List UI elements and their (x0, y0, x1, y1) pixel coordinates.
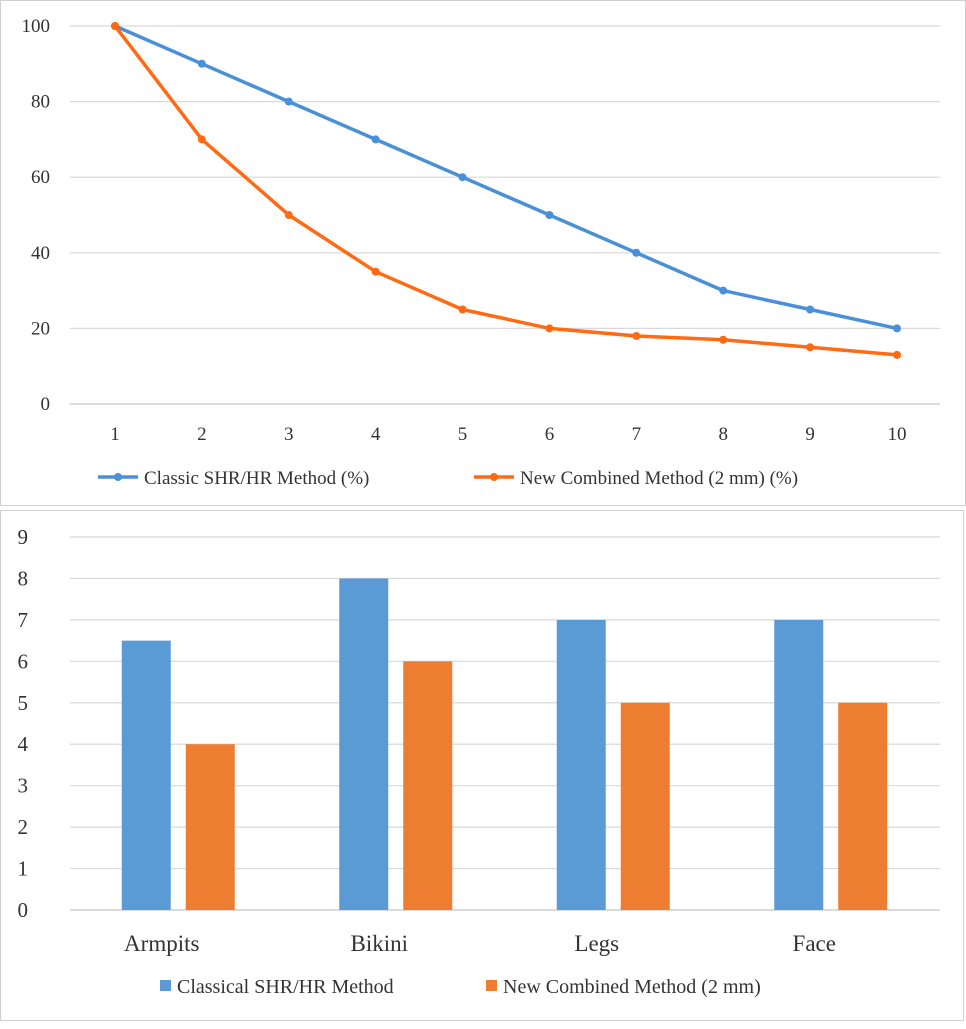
bar-chart: 0 1 2 3 4 5 6 7 8 9 Armpits Bikini Legs Face Classical… (18, 525, 940, 998)
data-point (458, 173, 467, 182)
line-chart: 0 20 40 60 80 100 1 2 3 4 5 6 7 8 9 10 Classic SHR/HR Me… (22, 16, 940, 489)
data-point (371, 267, 380, 276)
legend-marker (490, 473, 498, 481)
data-point (545, 211, 554, 219)
data-point (719, 286, 728, 295)
y-tick-label: 4 (18, 732, 29, 756)
y-tick-label: 100 (22, 16, 51, 37)
data-point (632, 331, 641, 340)
y-tick-label: 2 (18, 815, 29, 839)
data-point (197, 59, 206, 68)
y-tick-label: 0 (41, 394, 51, 415)
legend-marker (114, 473, 122, 481)
x-tick-label: 5 (458, 424, 468, 445)
legend-swatch (160, 980, 171, 991)
y-tick-label: 20 (31, 318, 50, 339)
x-tick-label: 1 (110, 424, 120, 445)
bar-bikini-0 (339, 578, 389, 910)
data-point (284, 211, 293, 219)
bar-armpits-0 (121, 640, 171, 910)
y-tick-label: 0 (18, 898, 29, 922)
x-tick-label: 4 (371, 424, 381, 445)
x-tick-label: Face (793, 931, 836, 956)
bar-legs-0 (556, 619, 606, 910)
bar-legs-1 (620, 702, 670, 910)
data-point (893, 350, 901, 359)
bar-armpits-1 (185, 744, 235, 910)
data-point (197, 135, 206, 144)
x-tick-label: 9 (805, 424, 815, 445)
legend-swatch (486, 980, 497, 991)
y-tick-label: 1 (18, 857, 29, 881)
series-line-0 (114, 24, 898, 331)
legend-label: New Combined Method (2 mm) (503, 976, 761, 998)
data-point (545, 324, 554, 333)
bar-face-0 (774, 619, 824, 910)
y-tick-label: 9 (18, 525, 29, 549)
y-tick-label: 6 (18, 649, 29, 673)
bar-bikini-1 (403, 661, 453, 910)
x-tick-label: 8 (718, 424, 728, 445)
y-tick-label: 40 (31, 243, 50, 264)
data-point (371, 135, 380, 144)
legend-label: New Combined Method (2 mm) (%) (520, 468, 798, 489)
y-tick-label: 3 (18, 774, 29, 798)
y-tick-label: 60 (31, 167, 50, 188)
data-point (806, 343, 815, 352)
x-tick-label: 3 (284, 424, 294, 445)
y-tick-label: 7 (18, 608, 29, 632)
y-tick-label: 80 (31, 92, 50, 113)
series-line-1 (113, 24, 898, 357)
y-tick-label: 5 (18, 691, 29, 715)
legend-label: Classic SHR/HR Method (%) (144, 468, 369, 489)
data-point (632, 248, 641, 257)
x-tick-label: 7 (632, 424, 642, 445)
data-point (893, 324, 901, 333)
x-tick-label: Legs (574, 931, 619, 956)
data-point (806, 305, 815, 314)
bar-face-1 (838, 702, 888, 910)
x-tick-label: Bikini (350, 931, 408, 956)
legend-label: Classical SHR/HR Method (177, 976, 394, 998)
data-point (284, 97, 293, 106)
x-tick-label: 2 (197, 424, 207, 445)
y-tick-label: 8 (18, 566, 29, 590)
data-point (458, 305, 467, 314)
data-point (719, 335, 728, 344)
x-tick-label: 6 (545, 424, 555, 445)
x-tick-label: 10 (888, 424, 907, 445)
data-point (111, 22, 119, 30)
x-tick-label: Armpits (124, 931, 199, 956)
